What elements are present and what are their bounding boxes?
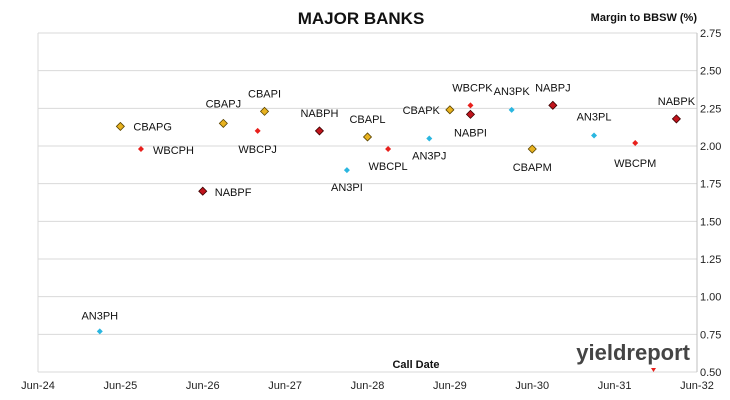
data-point bbox=[591, 132, 598, 139]
data-point bbox=[343, 167, 350, 174]
data-point bbox=[137, 146, 144, 153]
data-point bbox=[426, 135, 433, 142]
x-tick-label: Jun-29 bbox=[433, 380, 467, 392]
y-tick-label: 0.50 bbox=[700, 367, 721, 379]
data-point bbox=[314, 126, 325, 136]
y-tick-label: 2.50 bbox=[700, 66, 721, 78]
yieldreport-logo: yieldreport bbox=[576, 340, 690, 365]
data-label: AN3PL bbox=[577, 111, 612, 123]
data-point bbox=[632, 139, 639, 146]
y-tick-label: 2.25 bbox=[700, 103, 721, 115]
data-point bbox=[198, 186, 208, 196]
y-tick-label: 1.00 bbox=[700, 292, 721, 304]
data-point bbox=[548, 100, 558, 110]
x-tick-label: Jun-26 bbox=[186, 380, 220, 392]
x-tick-label: Jun-25 bbox=[104, 380, 138, 392]
x-tick-label: Jun-28 bbox=[351, 380, 385, 392]
x-tick-label: Jun-24 bbox=[21, 380, 55, 392]
logo-accent-icon bbox=[651, 368, 656, 372]
data-point bbox=[445, 105, 455, 115]
data-label: CBAPM bbox=[513, 162, 552, 174]
x-tick-label: Jun-32 bbox=[680, 380, 714, 392]
data-label: WBCPH bbox=[153, 145, 194, 157]
x-tick-label: Jun-30 bbox=[515, 380, 549, 392]
data-point bbox=[96, 328, 103, 335]
watermark-text: yieldreport bbox=[576, 340, 690, 365]
data-point bbox=[362, 132, 373, 142]
data-point bbox=[465, 109, 476, 119]
data-point bbox=[259, 106, 270, 116]
data-label: NABPI bbox=[454, 127, 487, 139]
data-label: CBAPL bbox=[349, 114, 385, 126]
data-point bbox=[508, 106, 515, 113]
data-label: NABPK bbox=[658, 96, 696, 108]
data-label: WBCPK bbox=[452, 82, 493, 94]
data-point bbox=[527, 144, 537, 154]
data-label: CBAPI bbox=[248, 88, 281, 100]
data-point bbox=[218, 118, 228, 128]
data-label: AN3PH bbox=[81, 310, 118, 322]
data-label: NABPJ bbox=[535, 82, 570, 94]
y-tick-label: 1.50 bbox=[700, 216, 721, 228]
data-label: CBAPG bbox=[133, 121, 172, 133]
data-label: WBCPJ bbox=[238, 144, 277, 156]
data-label: NABPH bbox=[300, 108, 338, 120]
data-point bbox=[254, 127, 261, 134]
data-point bbox=[115, 121, 125, 131]
chart-title: MAJOR BANKS bbox=[298, 9, 425, 28]
x-tick-label: Jun-27 bbox=[268, 380, 302, 392]
data-label: WBCPL bbox=[369, 161, 408, 173]
data-label: CBAPJ bbox=[206, 98, 241, 110]
y-tick-label: 2.75 bbox=[700, 28, 721, 40]
data-point bbox=[467, 102, 474, 109]
data-point bbox=[671, 114, 681, 124]
data-label: CBAPK bbox=[403, 105, 441, 117]
y-tick-label: 1.25 bbox=[700, 254, 721, 266]
data-label: AN3PK bbox=[494, 86, 531, 98]
y-tick-label: 0.75 bbox=[700, 329, 721, 341]
data-label: WBCPM bbox=[614, 158, 656, 170]
data-label: AN3PI bbox=[331, 182, 363, 194]
data-label: NABPF bbox=[215, 187, 252, 199]
y-tick-label: 2.00 bbox=[700, 141, 721, 153]
data-point bbox=[385, 146, 392, 153]
x-tick-label: Jun-31 bbox=[598, 380, 632, 392]
x-axis-title: Call Date bbox=[392, 359, 439, 371]
data-label: AN3PJ bbox=[412, 150, 446, 162]
y-tick-label: 1.75 bbox=[700, 179, 721, 191]
y-axis-title: Margin to BBSW (%) bbox=[591, 12, 698, 24]
